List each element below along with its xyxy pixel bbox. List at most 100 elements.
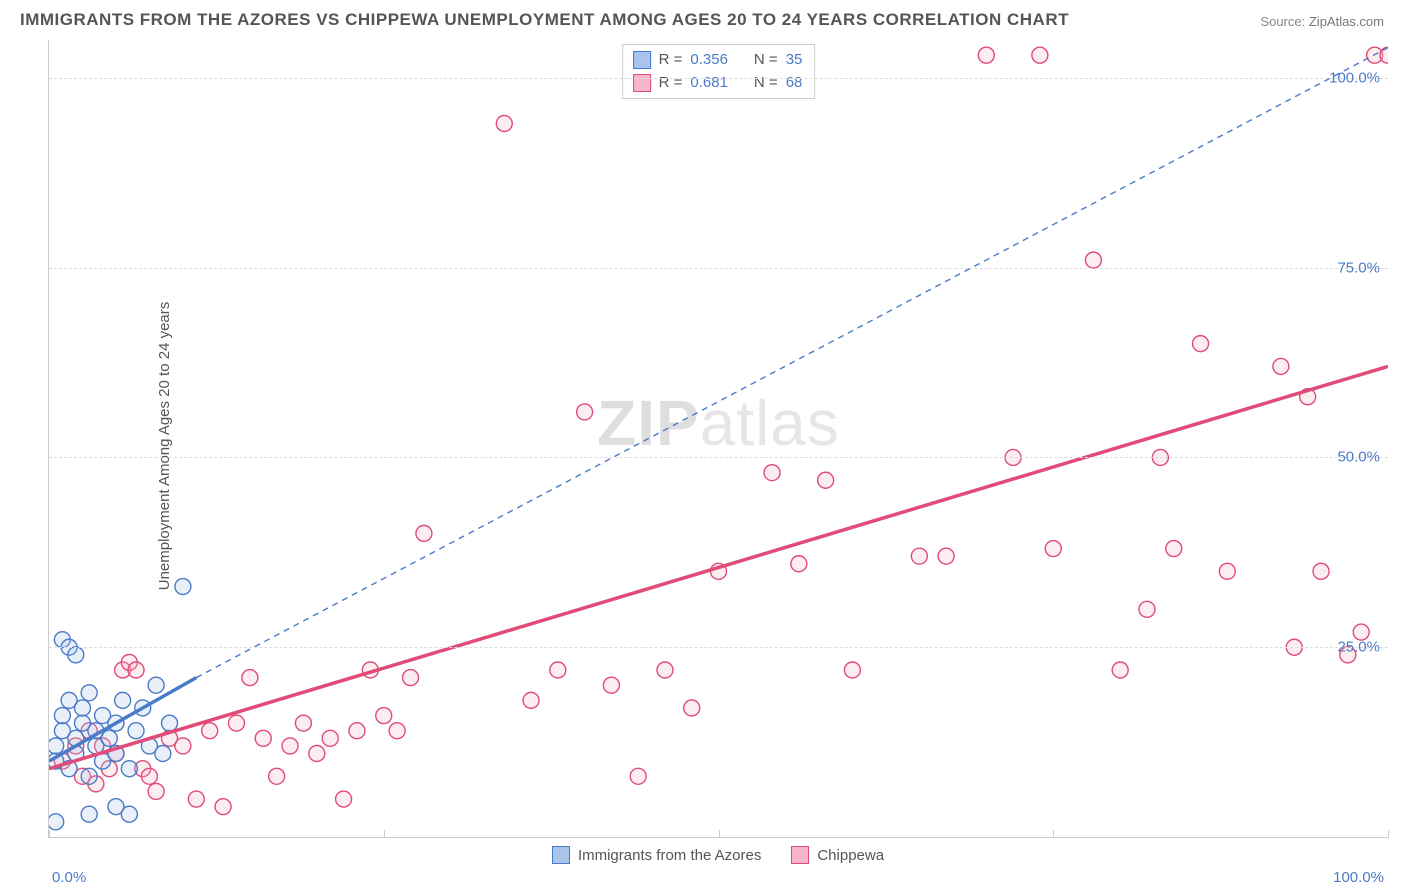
data-point xyxy=(141,768,157,784)
data-point xyxy=(175,738,191,754)
x-tick xyxy=(1388,830,1389,838)
gridline xyxy=(49,457,1388,458)
data-point xyxy=(844,662,860,678)
data-point xyxy=(403,670,419,686)
data-point xyxy=(255,730,271,746)
y-tick-label: 100.0% xyxy=(1329,69,1380,86)
data-point xyxy=(1166,541,1182,557)
data-point xyxy=(155,746,171,762)
source-label: Source: xyxy=(1260,14,1305,29)
data-point xyxy=(49,814,64,830)
data-point xyxy=(577,404,593,420)
data-point xyxy=(630,768,646,784)
gridline xyxy=(49,268,1388,269)
data-point xyxy=(68,647,84,663)
r-value: 0.681 xyxy=(690,72,728,95)
x-tick xyxy=(49,830,50,838)
data-point xyxy=(175,579,191,595)
source-value: ZipAtlas.com xyxy=(1309,14,1384,29)
data-point xyxy=(550,662,566,678)
data-point xyxy=(1193,336,1209,352)
gridline xyxy=(49,78,1388,79)
data-point xyxy=(818,472,834,488)
legend-swatch xyxy=(552,846,570,864)
data-point xyxy=(349,723,365,739)
data-point xyxy=(228,715,244,731)
data-point xyxy=(202,723,218,739)
data-point xyxy=(242,670,258,686)
data-point xyxy=(128,723,144,739)
data-point xyxy=(81,685,97,701)
data-point xyxy=(54,708,70,724)
gridline xyxy=(49,647,1388,648)
data-point xyxy=(121,806,137,822)
data-point xyxy=(376,708,392,724)
trend-line xyxy=(196,48,1388,678)
data-point xyxy=(603,677,619,693)
data-point xyxy=(101,730,117,746)
data-point xyxy=(162,715,178,731)
r-label: R = xyxy=(659,72,683,95)
n-value: 35 xyxy=(786,49,803,72)
source-attribution: Source: ZipAtlas.com xyxy=(1260,14,1384,29)
data-point xyxy=(309,746,325,762)
data-point xyxy=(938,548,954,564)
data-point xyxy=(74,700,90,716)
data-point xyxy=(1085,252,1101,268)
data-point xyxy=(1273,358,1289,374)
data-point xyxy=(764,465,780,481)
data-point xyxy=(1112,662,1128,678)
legend-swatch xyxy=(633,74,651,92)
data-point xyxy=(496,115,512,131)
data-point xyxy=(188,791,204,807)
data-point xyxy=(49,738,64,754)
data-point xyxy=(911,548,927,564)
data-point xyxy=(269,768,285,784)
r-value: 0.356 xyxy=(690,49,728,72)
data-point xyxy=(1139,601,1155,617)
data-point xyxy=(282,738,298,754)
chart-plot-area: ZIPatlas R =0.356N =35R =0.681N =68 25.0… xyxy=(48,40,1388,838)
data-point xyxy=(657,662,673,678)
data-point xyxy=(416,525,432,541)
n-label: N = xyxy=(754,72,778,95)
chart-title: IMMIGRANTS FROM THE AZORES VS CHIPPEWA U… xyxy=(20,10,1069,30)
data-point xyxy=(148,783,164,799)
correlation-legend-row: R = 0.356 N = 35 xyxy=(633,49,803,72)
data-point xyxy=(1219,563,1235,579)
data-point xyxy=(684,700,700,716)
data-point xyxy=(1032,47,1048,63)
data-point xyxy=(81,768,97,784)
data-point xyxy=(389,723,405,739)
data-point xyxy=(215,799,231,815)
data-point xyxy=(978,47,994,63)
data-point xyxy=(1045,541,1061,557)
x-tick xyxy=(719,830,720,838)
data-point xyxy=(121,761,137,777)
data-point xyxy=(295,715,311,731)
data-point xyxy=(523,692,539,708)
x-tick-label-max: 100.0% xyxy=(1333,869,1384,886)
legend-item: Immigrants from the Azores xyxy=(552,846,761,864)
legend-label: Immigrants from the Azores xyxy=(578,847,761,864)
y-tick-label: 75.0% xyxy=(1337,259,1380,276)
correlation-legend: R = 0.356 N = 35 R = 0.681 N = 68 xyxy=(622,44,816,99)
chart-svg xyxy=(49,40,1388,837)
legend-swatch xyxy=(791,846,809,864)
data-point xyxy=(148,677,164,693)
series-legend: Immigrants from the Azores Chippewa xyxy=(48,846,1388,864)
n-label: N = xyxy=(754,49,778,72)
x-tick xyxy=(384,830,385,838)
x-tick-label-min: 0.0% xyxy=(52,869,86,886)
data-point xyxy=(336,791,352,807)
r-label: R = xyxy=(659,49,683,72)
x-tick xyxy=(1053,830,1054,838)
data-point xyxy=(791,556,807,572)
y-tick-label: 50.0% xyxy=(1337,449,1380,466)
y-tick-label: 25.0% xyxy=(1337,639,1380,656)
data-point xyxy=(115,692,131,708)
n-value: 68 xyxy=(786,72,803,95)
legend-item: Chippewa xyxy=(791,846,884,864)
trend-line xyxy=(49,366,1388,768)
legend-label: Chippewa xyxy=(817,847,884,864)
